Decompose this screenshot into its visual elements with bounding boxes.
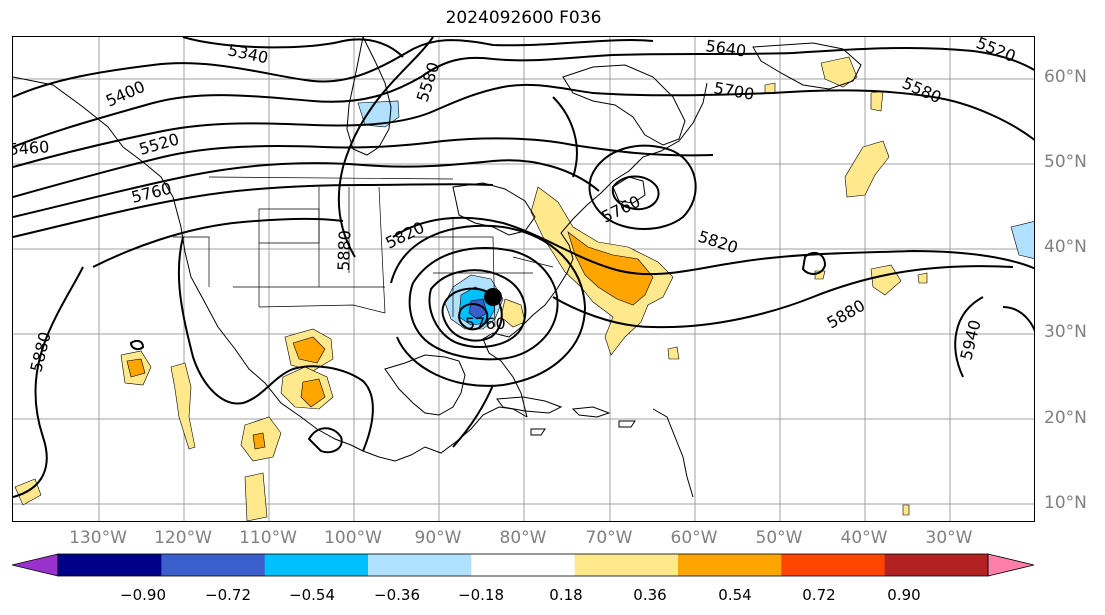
contour-label: 5580 (899, 73, 944, 107)
colorbar-segment (781, 554, 886, 576)
colorbar-tick-label: 0.36 (633, 586, 667, 604)
colorbar-segment (678, 554, 782, 576)
colorbar-tick-label: 0.54 (718, 586, 752, 604)
shade-small-5 (902, 504, 910, 516)
shade-pacific-yellow-4 (244, 472, 268, 521)
lon-label: 100°W (324, 528, 382, 548)
lat-label: 10°N (1044, 493, 1087, 513)
lat-label: 50°N (1044, 152, 1087, 172)
colorbar-segment (368, 554, 472, 576)
contour-label: 5820 (382, 218, 427, 253)
map-canvas: 5340 5640 5520 5400 5580 5700 5580 5460 … (13, 37, 1034, 521)
colorbar (11, 552, 1036, 582)
lon-label: 60°W (670, 528, 718, 548)
lon-label: 50°W (755, 528, 803, 548)
shade-atl-east-yellow-3 (870, 90, 884, 112)
lon-label: 70°W (585, 528, 633, 548)
colorbar-segment (264, 554, 369, 576)
contour-label: 5880 (26, 330, 54, 374)
shade-atl-east-yellow-2 (820, 56, 858, 88)
state-borders (173, 176, 554, 328)
colorbar-tick-label: −0.54 (289, 586, 335, 604)
colorbar-segment (574, 554, 679, 576)
lon-label: 40°W (840, 528, 888, 548)
lon-label: 80°W (499, 528, 547, 548)
contour-lines (13, 37, 1034, 498)
contour-label: 5700 (712, 78, 755, 104)
contour-label: 5880 (824, 296, 869, 333)
colorbar-tick-label: −0.90 (120, 586, 166, 604)
contour-label: 5760 (598, 192, 643, 227)
map-panel: 5340 5640 5520 5400 5580 5700 5580 5460 … (12, 36, 1035, 522)
shade-pacific-orange-1 (126, 358, 146, 378)
shade-small-4 (917, 272, 928, 284)
colorbar-segment (58, 554, 162, 576)
storm-center-marker (484, 288, 502, 306)
shading-layer (14, 56, 1034, 521)
lon-label: 30°W (925, 528, 973, 548)
map-title: 2024092600 F036 (445, 8, 602, 28)
contour-label: 5760 (465, 314, 506, 333)
colorbar-svg (11, 553, 1035, 577)
colorbar-tick-label: 0.72 (802, 586, 836, 604)
colorbar-segment (884, 554, 989, 576)
lat-label: 60°N (1044, 67, 1087, 87)
contour-label: 5880 (334, 230, 354, 271)
colorbar-extend-high (987, 553, 1035, 577)
lon-label: 110°W (239, 528, 297, 548)
lon-label: 90°W (414, 528, 462, 548)
contour-label: 5520 (974, 37, 1019, 66)
shade-mexico-orange-2 (300, 378, 326, 408)
lat-label: 30°N (1044, 322, 1087, 342)
contour-label: 5940 (956, 318, 984, 362)
shade-small-2 (667, 346, 680, 360)
lon-label: 120°W (154, 528, 212, 548)
lat-label: 40°N (1044, 237, 1087, 257)
contour-label: 5640 (704, 37, 747, 61)
colorbar-tick-label: 0.18 (549, 586, 583, 604)
colorbar-segment (471, 554, 576, 576)
shade-atl-east-yellow-4 (870, 264, 902, 296)
coastlines (13, 37, 862, 498)
colorbar-tick-label: 0.90 (887, 586, 921, 604)
colorbar-tick-label: −0.36 (374, 586, 420, 604)
shade-small-1 (764, 82, 776, 94)
colorbar-frame (57, 553, 989, 577)
shade-pacific-orange-3 (252, 432, 266, 450)
shade-pacific-yellow-2 (170, 362, 196, 450)
colorbar-tick-label: −0.18 (458, 586, 504, 604)
shade-atl-east-blue (1010, 221, 1034, 259)
shade-mexico-orange-1 (292, 336, 326, 364)
contour-label: 5820 (696, 227, 741, 258)
shade-atl-east-yellow-1 (844, 140, 890, 198)
colorbar-tick-label: −0.72 (205, 586, 251, 604)
colorbar-extend-low (11, 553, 59, 577)
lon-label: 130°W (69, 528, 127, 548)
contour-label: 5460 (13, 137, 50, 159)
colorbar-segment (161, 554, 266, 576)
lat-label: 20°N (1044, 408, 1087, 428)
contour-label: 5340 (226, 40, 270, 67)
